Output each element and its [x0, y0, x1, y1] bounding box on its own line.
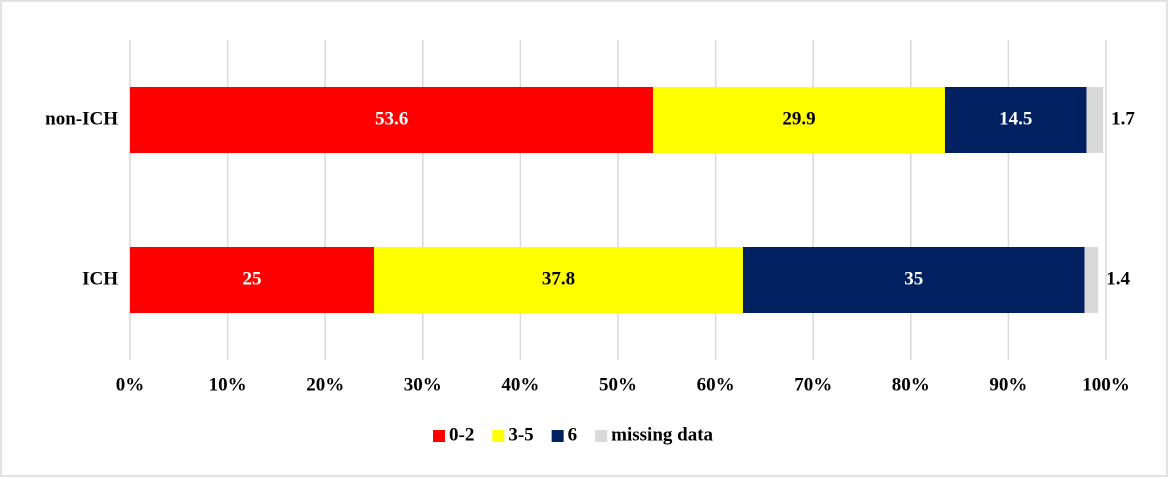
- data-label: 25: [243, 268, 262, 289]
- x-tick-label: 100%: [1082, 374, 1130, 395]
- x-tick-label: 60%: [697, 374, 735, 395]
- bar-segment: [130, 87, 654, 153]
- data-label: 1.7: [1111, 108, 1135, 129]
- y-tick-label: non-ICH: [45, 108, 118, 129]
- data-label: 14.5: [999, 108, 1032, 129]
- x-tick-label: 30%: [404, 374, 442, 395]
- legend-swatch: [492, 430, 505, 442]
- bar-segment: [130, 247, 374, 313]
- x-tick-label: 20%: [306, 374, 344, 395]
- legend-label: 6: [568, 424, 578, 445]
- legend-label: 3-5: [508, 424, 533, 445]
- bar-segment: [653, 87, 945, 153]
- data-label: 35: [904, 268, 923, 289]
- legend-swatch: [433, 430, 445, 442]
- bar-segment: [1084, 247, 1099, 313]
- y-tick-label: ICH: [82, 268, 118, 289]
- legend-swatch: [595, 430, 608, 442]
- legend-swatch: [551, 430, 564, 442]
- x-tick-label: 10%: [209, 374, 247, 395]
- data-label: 37.8: [542, 268, 575, 289]
- data-label: 29.9: [782, 108, 815, 129]
- legend-label: missing data: [611, 424, 713, 445]
- x-tick-label: 90%: [989, 374, 1027, 395]
- bar-segment: [742, 247, 1085, 313]
- x-tick-label: 40%: [501, 374, 539, 395]
- legend-label: 0-2: [449, 424, 474, 445]
- data-label: 1.4: [1106, 268, 1130, 289]
- x-tick-label: 70%: [794, 374, 832, 395]
- x-tick-label: 80%: [892, 374, 930, 395]
- bar-segment: [944, 87, 1087, 153]
- bar-segment: [374, 247, 743, 313]
- x-tick-label: 50%: [599, 374, 637, 395]
- data-label: 53.6: [375, 108, 408, 129]
- bar-segment: [1086, 87, 1104, 153]
- x-tick-label: 0%: [116, 374, 145, 395]
